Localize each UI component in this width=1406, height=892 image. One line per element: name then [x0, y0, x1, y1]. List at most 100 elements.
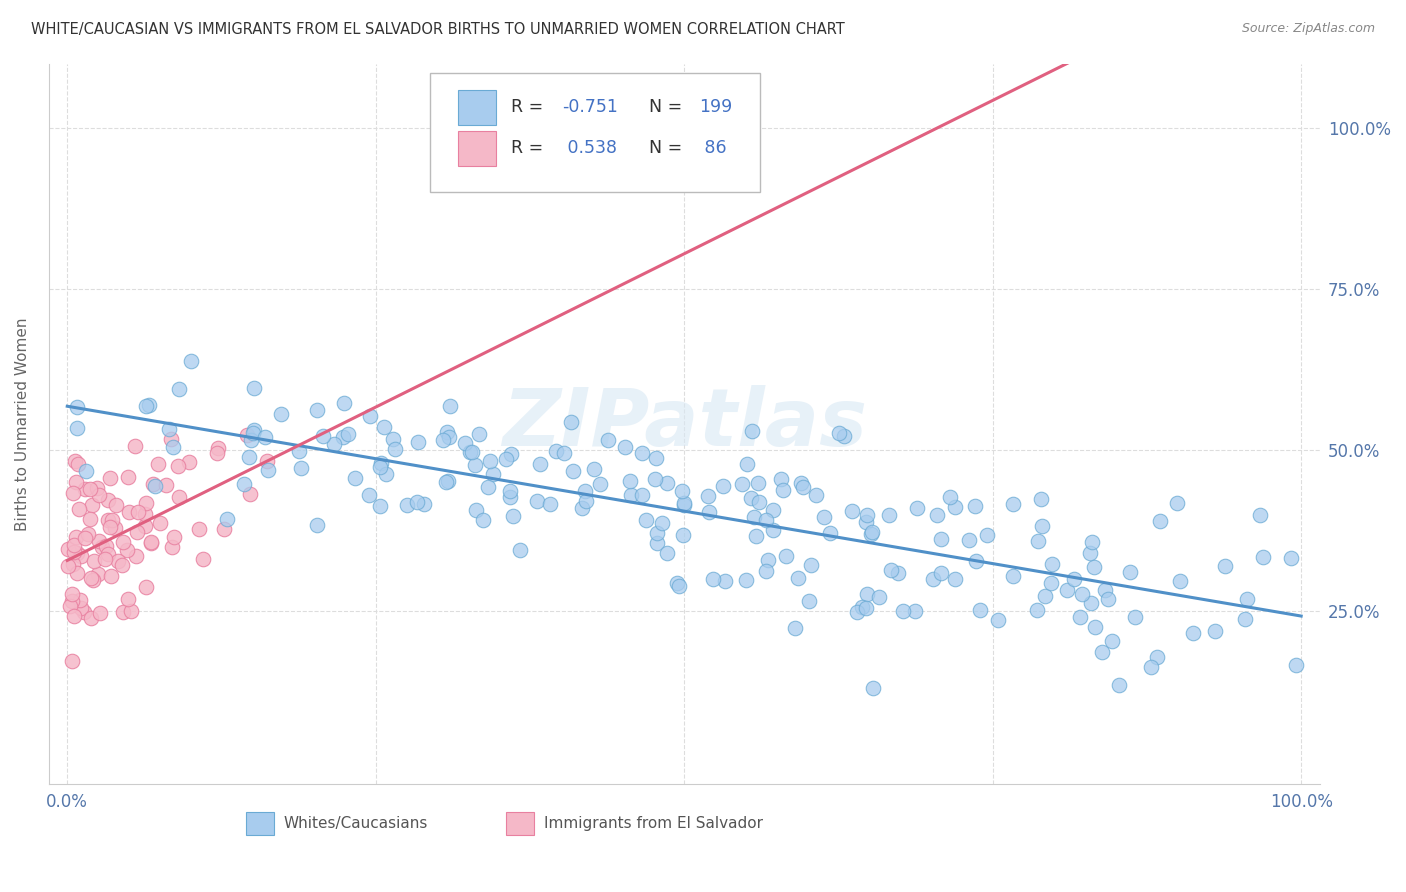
Text: Source: ZipAtlas.com: Source: ZipAtlas.com [1241, 22, 1375, 36]
Point [59, 599, 82, 614]
Point [253, 429, 276, 443]
Point [79, 512, 101, 526]
Point [762, 523, 785, 537]
Point [797, 594, 820, 608]
Point [111, 534, 134, 549]
Point [479, 453, 502, 467]
Point [922, 572, 945, 586]
Point [856, 508, 879, 523]
Point [538, 497, 561, 511]
Point [464, 503, 486, 517]
Point [107, 553, 129, 567]
Point [1040, 557, 1063, 571]
Text: N =: N = [638, 139, 688, 157]
Point [139, 536, 162, 550]
Point [290, 460, 312, 475]
Text: -0.751: -0.751 [562, 98, 619, 116]
Point [66, 457, 89, 471]
Point [769, 472, 792, 486]
Point [1146, 650, 1168, 665]
Point [287, 443, 309, 458]
Point [111, 558, 134, 573]
Point [904, 604, 927, 618]
Point [270, 407, 292, 421]
Point [1080, 596, 1102, 610]
Point [69, 592, 91, 607]
Point [1234, 612, 1257, 626]
Point [1033, 589, 1056, 603]
Point [697, 489, 720, 503]
Point [94, 552, 117, 566]
Point [101, 513, 124, 527]
Point [880, 563, 903, 577]
Point [499, 490, 522, 504]
Point [86, 481, 108, 495]
Point [574, 484, 596, 499]
Point [742, 510, 765, 524]
Point [772, 483, 794, 497]
Point [1025, 603, 1047, 617]
Point [1002, 569, 1025, 583]
Point [238, 450, 260, 464]
Point [162, 440, 184, 454]
Point [963, 499, 986, 513]
Point [672, 496, 695, 510]
Point [645, 535, 668, 549]
Point [1031, 519, 1053, 533]
Point [800, 558, 823, 572]
Point [851, 600, 873, 615]
Point [1084, 619, 1107, 633]
Point [160, 540, 183, 554]
Point [887, 566, 910, 581]
Point [1284, 657, 1306, 672]
Point [236, 427, 259, 442]
Point [1094, 582, 1116, 597]
Point [1123, 610, 1146, 624]
Point [1140, 659, 1163, 673]
Point [1181, 626, 1204, 640]
Point [575, 494, 598, 508]
Text: Immigrants from El Salvador: Immigrants from El Salvador [544, 815, 763, 830]
Point [1069, 610, 1091, 624]
Point [406, 495, 429, 509]
Point [104, 521, 127, 535]
Point [98, 471, 121, 485]
Point [1149, 514, 1171, 528]
Point [673, 498, 696, 512]
Point [155, 478, 177, 492]
Point [124, 439, 146, 453]
Point [747, 475, 769, 490]
Point [502, 509, 524, 524]
Point [256, 453, 278, 467]
Point [65, 530, 87, 544]
Point [187, 522, 209, 536]
Point [242, 381, 264, 395]
Point [762, 503, 785, 517]
Point [855, 515, 877, 529]
FancyBboxPatch shape [506, 812, 534, 835]
Point [135, 580, 157, 594]
Point [1026, 534, 1049, 549]
Point [384, 442, 406, 457]
Text: 199: 199 [699, 98, 733, 116]
Point [437, 474, 460, 488]
Point [1083, 560, 1105, 574]
Point [82, 574, 104, 588]
Point [969, 603, 991, 617]
Point [117, 470, 139, 484]
Point [730, 476, 752, 491]
Point [804, 488, 827, 502]
Point [931, 532, 953, 546]
FancyBboxPatch shape [430, 73, 761, 192]
Point [125, 549, 148, 563]
Point [1029, 491, 1052, 506]
Point [437, 430, 460, 444]
Point [167, 458, 190, 473]
Point [97, 513, 120, 527]
Point [783, 621, 806, 635]
Point [169, 382, 191, 396]
Point [756, 553, 779, 567]
Point [561, 464, 583, 478]
Point [76, 526, 98, 541]
Point [374, 467, 396, 482]
